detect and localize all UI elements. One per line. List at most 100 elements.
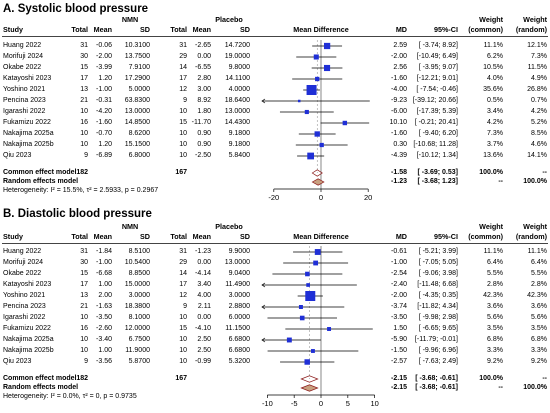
placebo-mean: -1.23: [195, 248, 211, 255]
placebo-total: 9: [183, 97, 187, 104]
nmn-total: 21: [80, 97, 88, 104]
effect-square: [323, 64, 331, 72]
ci-value: [-12.21; 9.01]: [416, 75, 458, 82]
md-value: -2.40: [391, 281, 407, 288]
header-mean-difference: Mean Difference: [293, 25, 349, 34]
nmn-total: 15: [80, 270, 88, 277]
weight-common: 5.5%: [487, 270, 503, 277]
placebo-sd: 13.0000: [224, 259, 250, 266]
common-weight-common: 100.0%: [479, 375, 503, 382]
header-nmn: NMN: [121, 15, 139, 24]
placebo-sd: 4.0000: [228, 86, 250, 93]
nmn-sd: 63.8300: [124, 97, 150, 104]
common-weight-random: --: [542, 169, 547, 176]
nmn-sd: 5.8700: [128, 358, 150, 365]
nmn-sd: 18.3800: [124, 303, 150, 310]
placebo-total: 12: [179, 86, 187, 93]
study-name: Katayoshi 2023: [3, 75, 52, 82]
placebo-total: 29: [179, 259, 187, 266]
weight-common: 13.6%: [483, 152, 503, 159]
weight-common: 6.8%: [487, 336, 503, 343]
nmn-mean: -1.60: [96, 119, 112, 126]
effect-square: [327, 327, 332, 331]
weight-random: 42.3%: [527, 292, 547, 299]
md-value: -0.61: [391, 248, 407, 255]
placebo-mean: 0.00: [197, 53, 211, 60]
ci-value: [ -6.65; 9.65]: [418, 325, 458, 332]
effect-square: [313, 260, 319, 266]
nmn-total: 16: [80, 325, 88, 332]
nmn-total: 17: [80, 75, 88, 82]
placebo-mean: -2.65: [195, 42, 211, 49]
md-value: -3.74: [391, 303, 407, 310]
nmn-mean: -3.50: [96, 314, 112, 321]
weight-random: 12.1%: [527, 42, 547, 49]
nmn-total: 10: [80, 336, 88, 343]
placebo-mean: 3.40: [197, 281, 211, 288]
random-weight-random: 100.0%: [523, 178, 547, 185]
header-nmn: NMN: [121, 222, 139, 231]
md-value: 1.50: [393, 325, 407, 332]
placebo-sd: 5.8400: [228, 152, 250, 159]
nmn-sd: 8.1000: [128, 314, 150, 321]
common-ci: [ -3.69; 0.53]: [417, 169, 458, 176]
weight-common: 2.8%: [487, 281, 503, 288]
placebo-sd: 11.1500: [225, 325, 250, 332]
x-tick-label: 20: [364, 193, 372, 202]
ci-value: [-10.68; 11.28]: [413, 141, 458, 148]
weight-common: 3.5%: [487, 325, 503, 332]
header-nmn-total: Total: [71, 25, 88, 34]
header-placebo-sd: SD: [240, 25, 250, 34]
weight-random: 11.1%: [527, 248, 547, 255]
placebo-total: 31: [179, 248, 187, 255]
header-placebo-total: Total: [170, 25, 187, 34]
placebo-sd: 9.8000: [228, 64, 250, 71]
placebo-total: 15: [179, 325, 187, 332]
nmn-mean: 1.00: [98, 347, 112, 354]
nmn-total: 30: [80, 53, 88, 60]
weight-common: 3.6%: [487, 303, 503, 310]
study-name: Okabe 2022: [3, 270, 42, 277]
placebo-sd: 19.0000: [224, 53, 250, 60]
header-placebo-mean: Mean: [192, 232, 211, 241]
weight-random: 8.5%: [531, 130, 547, 137]
placebo-mean: 2.11: [197, 303, 211, 310]
placebo-total: 15: [179, 119, 187, 126]
placebo-sd: 14.1100: [225, 75, 250, 82]
weight-random: 4.9%: [531, 75, 547, 82]
study-name: Huang 2022: [3, 248, 42, 255]
effect-square: [306, 283, 310, 287]
header-study: Study: [3, 232, 23, 241]
weight-common: 10.5%: [483, 64, 503, 71]
x-tick-label: 5: [346, 399, 350, 408]
weight-random: 0.7%: [531, 97, 547, 104]
placebo-mean: 0.90: [197, 141, 211, 148]
effect-square: [314, 131, 320, 137]
effect-square: [305, 271, 310, 277]
placebo-total: 14: [179, 270, 187, 277]
weight-common: 4.0%: [487, 75, 503, 82]
nmn-mean: 2.00: [98, 292, 112, 299]
placebo-total: 10: [179, 152, 187, 159]
header-mean-difference: Mean Difference: [293, 232, 349, 241]
weight-random: 6.4%: [531, 259, 547, 266]
header-study: Study: [3, 25, 23, 34]
placebo-total: 29: [179, 53, 187, 60]
weight-common: 7.3%: [487, 130, 503, 137]
study-name: Qiu 2023: [3, 152, 32, 159]
weight-random: 5.6%: [531, 314, 547, 321]
forest-plot: -10 -5 0 5 10: [261, 246, 379, 408]
header-ci: 95%-CI: [434, 232, 458, 241]
ci-value: [ -0.21; 20.41]: [414, 119, 458, 126]
header-md: MD: [395, 25, 407, 34]
header-nmn-mean: Mean: [93, 25, 112, 34]
random-effects-label: Random effects model: [3, 384, 79, 391]
header-ci: 95%-CI: [434, 25, 458, 34]
weight-common: 3.3%: [487, 347, 503, 354]
md-value: -9.23: [391, 97, 407, 104]
effect-square: [319, 142, 324, 148]
nmn-mean: -1.00: [96, 86, 112, 93]
random-weight-common: --: [498, 384, 503, 391]
study-name: Okabe 2022: [3, 64, 42, 71]
ci-value: [-39.12; 20.66]: [412, 97, 458, 104]
